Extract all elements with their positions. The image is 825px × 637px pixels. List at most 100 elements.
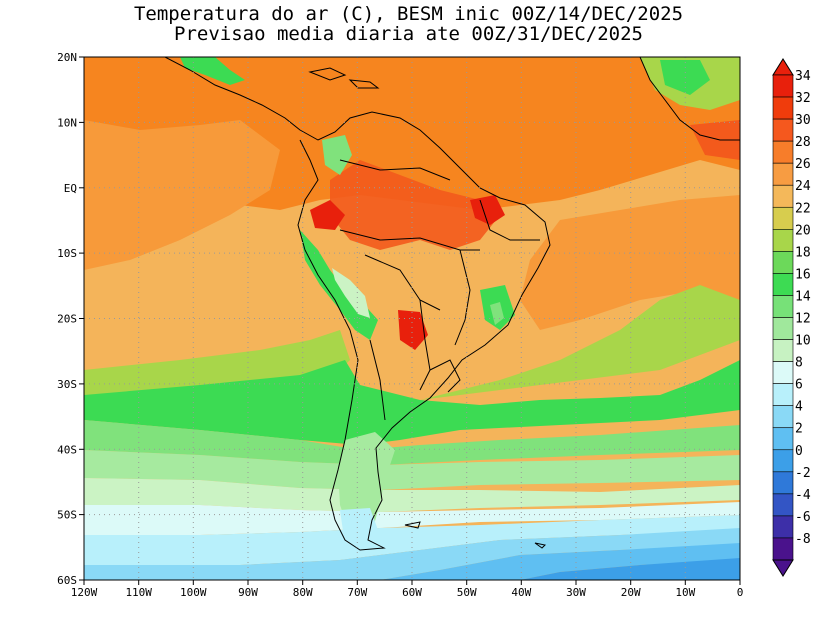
lon-label: 50W (457, 586, 477, 599)
colorbar-swatch (772, 471, 794, 495)
colorbar-swatch (772, 427, 794, 451)
colorbar-label: 28 (795, 135, 811, 150)
colorbar-swatch (772, 251, 794, 274)
colorbar-swatch (772, 229, 794, 252)
colorbar-swatch (772, 206, 794, 230)
coast-africa (639, 57, 740, 141)
colorbar-label: -2 (795, 466, 811, 481)
chart-title: Temperatura do ar (C), BESM inic 00Z/14/… (133, 3, 684, 25)
border-8 (429, 359, 461, 393)
colorbar-swatch (772, 361, 794, 384)
field-africa-hot (690, 120, 740, 160)
field-andes-cyan (332, 268, 370, 318)
lon-label: 90W (238, 586, 258, 599)
border-3 (364, 254, 441, 311)
colorbar-swatch (772, 383, 794, 406)
lat-label: 50S (57, 509, 77, 522)
colorbar-bottom-arrow (772, 559, 794, 577)
field-hot-spot-2 (470, 195, 505, 225)
colorbar-label: 20 (795, 223, 811, 238)
colorbar-label: 22 (795, 201, 811, 216)
field-cyan-8 (84, 502, 740, 535)
colorbar-swatch (772, 96, 794, 120)
colorbar-swatch (772, 339, 794, 362)
field-amazon-hot (330, 160, 500, 250)
colorbar-label: -6 (795, 510, 811, 525)
colorbar-label: 30 (795, 113, 811, 128)
field-blue-0 (520, 558, 740, 580)
colorbar-label: 2 (795, 422, 803, 437)
colorbar-top-arrow (772, 58, 794, 76)
colorbar-label: 10 (795, 334, 811, 349)
lon-label: 110W (125, 586, 152, 599)
field-atlantic-26 (520, 195, 740, 330)
border-1 (339, 159, 451, 181)
field-hot-spot-3 (398, 310, 428, 350)
lon-label: 100W (180, 586, 207, 599)
coast-south-georgia (404, 521, 421, 529)
lon-label: 30W (566, 586, 586, 599)
colorbar-swatch (772, 317, 794, 340)
coast-caribbean-2 (348, 79, 380, 89)
colorbar-swatch (772, 162, 794, 186)
temperature-field (84, 57, 740, 580)
latitude-labels: 20N 10N EQ 10S 20S 30S 40S 50S 60S (57, 51, 77, 587)
coastlines (164, 57, 740, 551)
border-2 (339, 229, 480, 251)
field-blue-2 (380, 543, 740, 580)
chart-subtitle: Previsao media diaria ate 00Z/31/DEC/202… (174, 23, 643, 45)
colorbar-label: -8 (795, 532, 811, 547)
lon-label: 60W (402, 586, 422, 599)
longitude-labels: 120W 110W 100W 90W 80W 70W 60W 50W 40W 3… (71, 586, 744, 599)
border-6 (454, 249, 471, 346)
lon-label: 20W (621, 586, 641, 599)
border-5 (369, 339, 386, 421)
colorbar-label: 32 (795, 91, 811, 106)
lon-label: 80W (293, 586, 313, 599)
colorbar-label: 34 (795, 69, 811, 84)
field-atlantic-20 (420, 285, 740, 400)
field-colombia-green (322, 135, 352, 175)
lon-label: 40W (511, 586, 531, 599)
colorbar-swatch (772, 405, 794, 429)
colorbar-swatch (772, 515, 794, 539)
border-4 (419, 299, 431, 391)
field-hot-spot-1 (310, 200, 345, 230)
colorbar-swatch (772, 493, 794, 517)
colorbar-swatch (772, 295, 794, 318)
lat-label: 30S (57, 378, 77, 391)
field-green-10 (84, 478, 740, 512)
field-brazil-lightgreen (490, 302, 504, 325)
colorbar-swatch (772, 184, 794, 208)
field-mexico-green (180, 57, 245, 85)
colorbar-label: 18 (795, 245, 811, 260)
coast-falklands (534, 542, 547, 549)
colorbar-swatch (772, 118, 794, 142)
lon-label: 10W (675, 586, 695, 599)
coast-south-america (164, 57, 551, 551)
colorbar-label: 8 (795, 356, 803, 371)
lat-label: 10N (57, 116, 77, 129)
colorbar-label: 6 (795, 378, 803, 393)
colorbar-label: -4 (795, 488, 811, 503)
colorbar-label: 26 (795, 157, 811, 172)
colorbar-label: 4 (795, 400, 803, 415)
lon-label: 0 (737, 586, 744, 599)
axis-ticks (79, 56, 741, 585)
colorbar-swatch (772, 74, 794, 98)
colorbar-label: 0 (795, 444, 803, 459)
coast-caribbean-1 (308, 67, 347, 81)
gridlines (84, 57, 740, 580)
lat-label: 40S (57, 443, 77, 456)
colorbar-label: 12 (795, 312, 811, 327)
border-7 (479, 199, 540, 241)
lat-label: 10S (57, 247, 77, 260)
lat-label: EQ (64, 182, 77, 195)
colorbar-swatch (772, 449, 794, 473)
colorbar-swatch (772, 273, 794, 296)
colorbar-swatch (772, 140, 794, 164)
field-pacific-26 (84, 120, 280, 270)
colorbar-label: 14 (795, 289, 811, 304)
